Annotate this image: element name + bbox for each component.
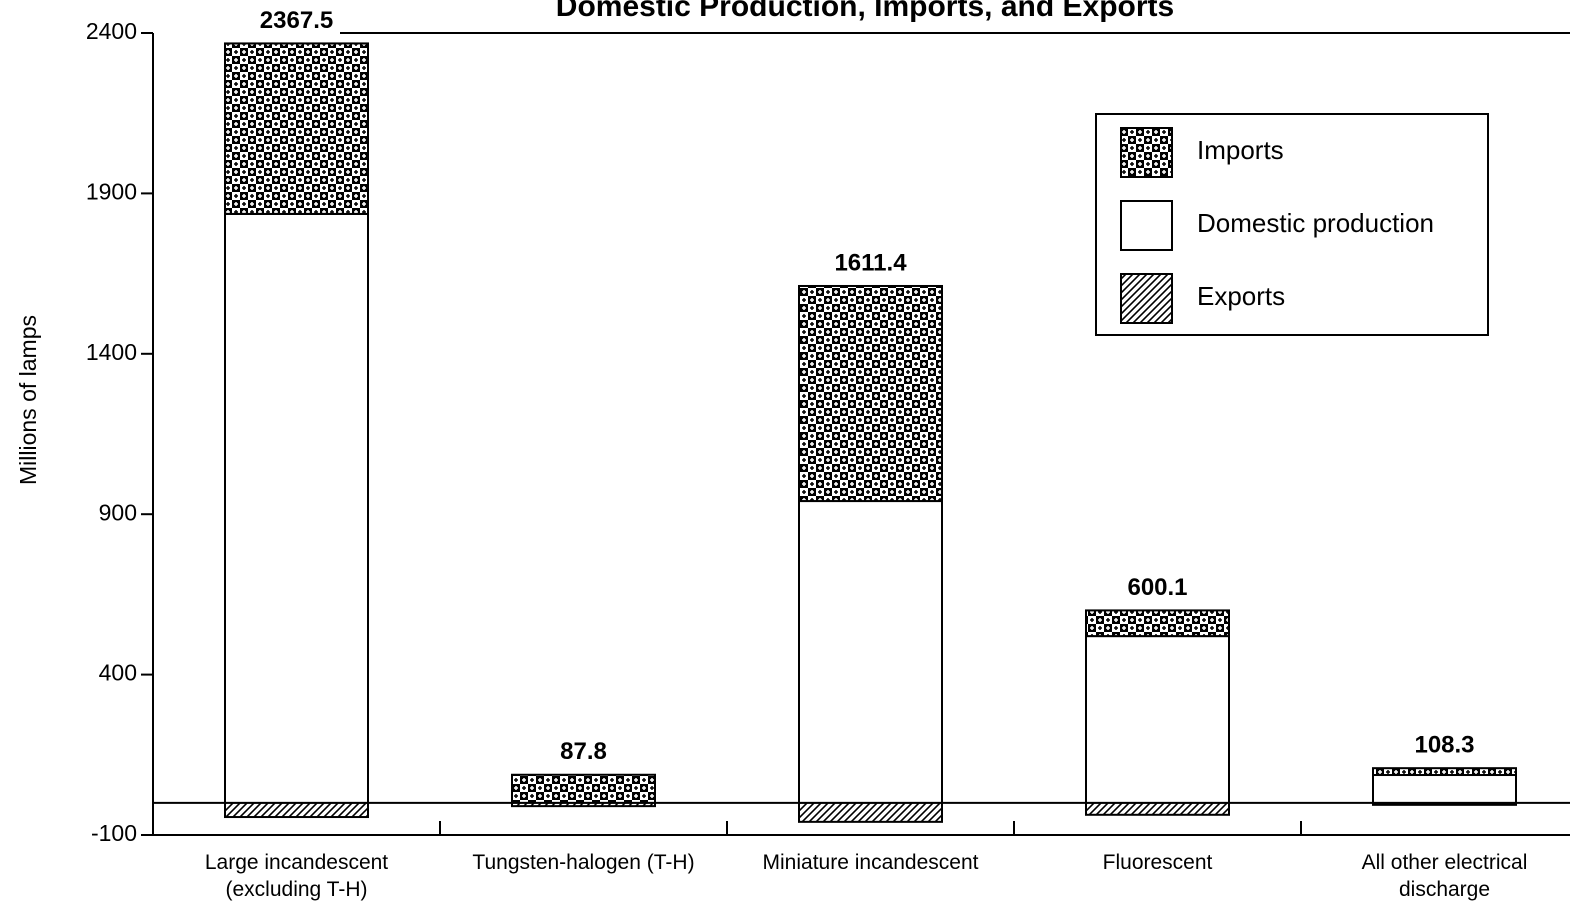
bar-segment <box>798 500 943 804</box>
bar-segment <box>224 42 369 215</box>
bar-segment <box>224 801 369 819</box>
bar-segment <box>511 773 656 804</box>
legend-swatch <box>1120 127 1173 178</box>
x-tick-label: All other electrical discharge <box>1361 851 1528 901</box>
x-tick-label: Large incandescent (excluding T-H) <box>204 851 389 901</box>
legend-label: Domestic production <box>1197 208 1434 238</box>
y-tick-label: 1400 <box>86 339 137 365</box>
bar-segment <box>1085 609 1230 638</box>
legend-swatch <box>1120 200 1173 251</box>
y-axis-label: Millions of lamps <box>15 315 41 485</box>
legend-label: Imports <box>1197 135 1284 165</box>
total-label: 600.1 <box>1127 574 1187 601</box>
y-tick-label: 2400 <box>86 18 137 44</box>
bar-segment <box>798 284 943 503</box>
bar-segment <box>224 212 369 804</box>
bar-segment <box>1085 801 1230 816</box>
bar-segment <box>1372 801 1517 806</box>
total-label: 1611.4 <box>834 249 907 276</box>
bar-segment <box>1372 774 1517 804</box>
y-tick-label: -100 <box>91 820 137 846</box>
x-tick-label: Tungsten-halogen (T-H) <box>472 851 695 874</box>
chart-title: Domestic Production, Imports, and Export… <box>556 0 1174 23</box>
total-label: 87.8 <box>560 738 607 765</box>
bar-segment <box>798 801 943 823</box>
y-tick-label: 1900 <box>86 178 137 204</box>
x-tick-label: Fluorescent <box>1102 851 1213 874</box>
bar-segment <box>1372 767 1517 777</box>
bar-segment <box>511 801 656 808</box>
x-tick-label: Miniature incandescent <box>762 851 979 874</box>
total-label: 2367.5 <box>260 7 333 34</box>
total-label: 108.3 <box>1414 732 1474 759</box>
y-tick-label: 400 <box>99 660 137 686</box>
bar-segment <box>1085 635 1230 804</box>
legend-label: Exports <box>1197 281 1285 311</box>
y-tick-label: 900 <box>99 499 137 525</box>
legend-swatch <box>1120 273 1173 324</box>
